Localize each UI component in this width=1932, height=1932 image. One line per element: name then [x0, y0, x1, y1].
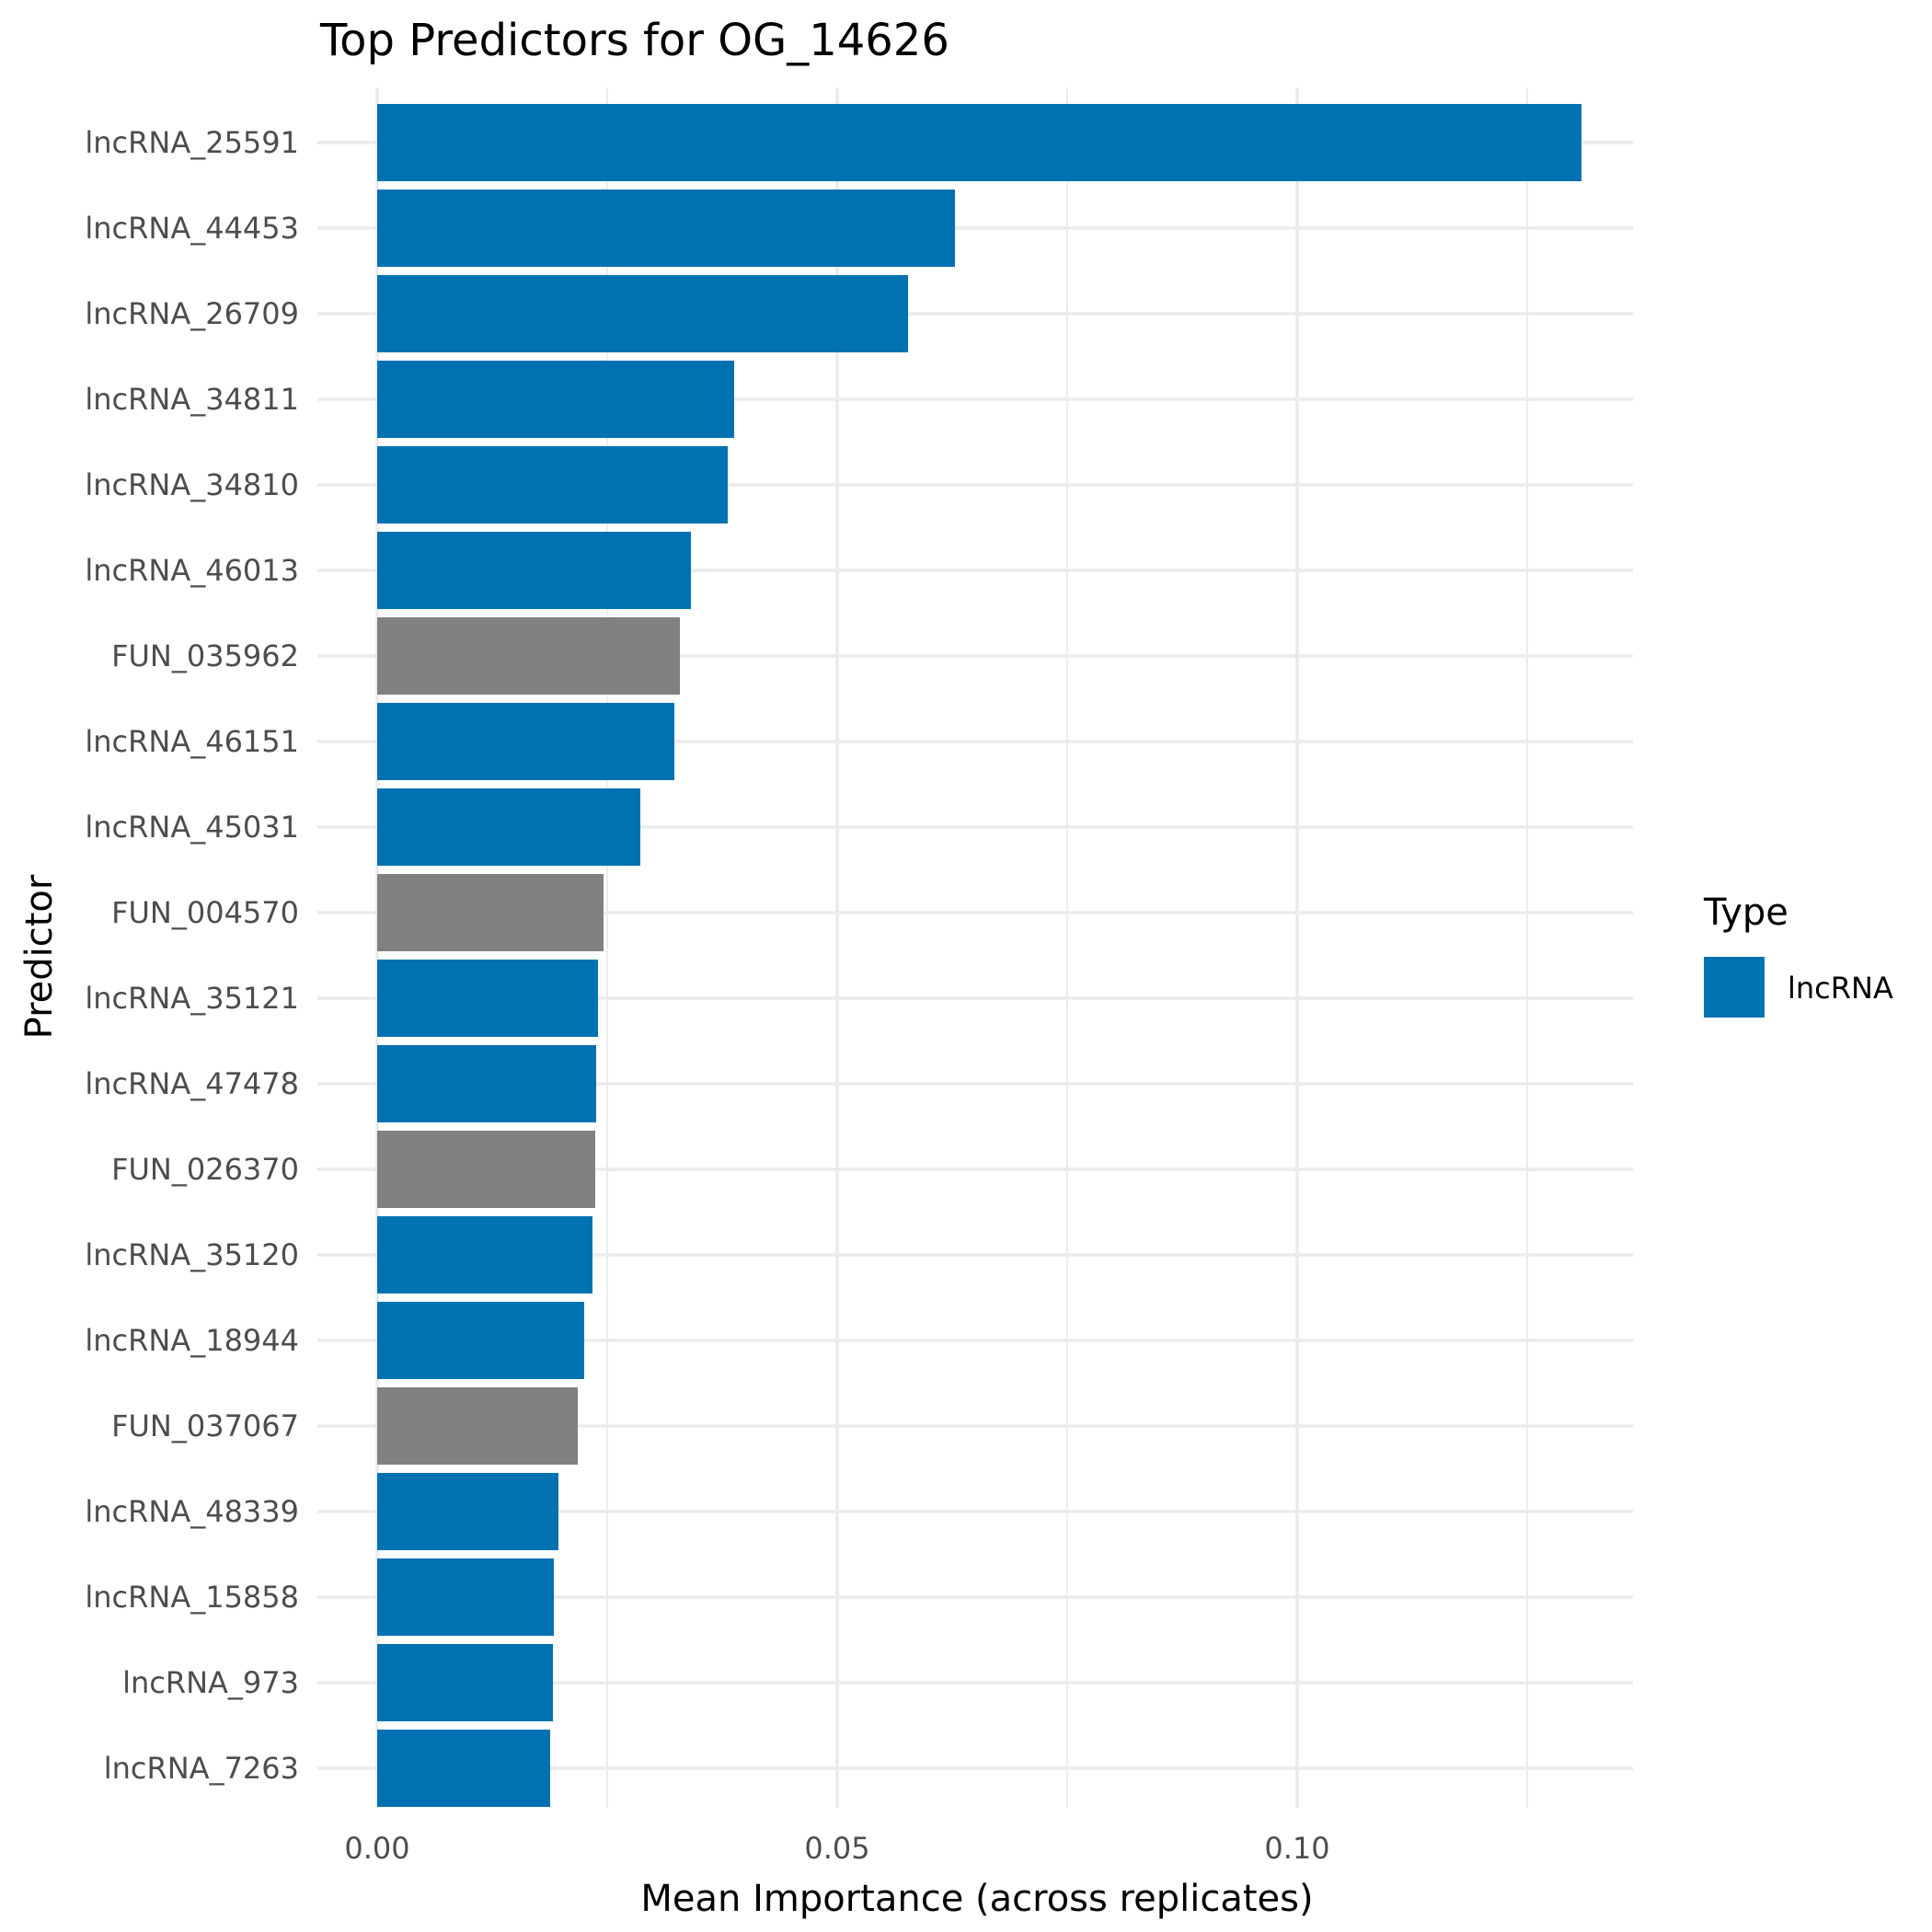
bar-lncrna-34810 — [377, 446, 728, 523]
y-tick-label: FUN_037067 — [111, 1409, 299, 1443]
bar-lncrna-35120 — [377, 1216, 592, 1294]
y-tick-label: lncRNA_18944 — [85, 1323, 299, 1358]
bar-lncrna-44453 — [377, 190, 955, 267]
legend-swatch-lncrna — [1704, 957, 1765, 1018]
bar-lncrna-973 — [377, 1644, 553, 1721]
bars — [377, 104, 1581, 1807]
bar-lncrna-26709 — [377, 275, 908, 352]
x-tick-label: 0.00 — [344, 1831, 409, 1866]
bar-lncrna-34811 — [377, 361, 734, 438]
legend: Type lncRNA — [1703, 891, 1893, 1018]
y-tick-label: lncRNA_47478 — [85, 1066, 299, 1101]
chart-title: Top Predictors for OG_14626 — [319, 15, 949, 66]
y-tick-label: lncRNA_35121 — [85, 981, 299, 1016]
y-tick-label: lncRNA_34810 — [85, 467, 299, 502]
y-tick-label: lncRNA_26709 — [85, 296, 299, 331]
y-tick-label: lncRNA_46013 — [85, 553, 299, 588]
bar-lncrna-48339 — [377, 1473, 558, 1550]
bar-lncrna-15858 — [377, 1558, 554, 1636]
bar-lncrna-47478 — [377, 1045, 596, 1122]
y-tick-label: lncRNA_7263 — [104, 1751, 299, 1786]
y-tick-label: lncRNA_25591 — [85, 125, 299, 160]
bar-fun-035962 — [377, 617, 680, 695]
legend-title: Type — [1703, 891, 1788, 934]
y-tick-label: lncRNA_45031 — [85, 810, 299, 845]
y-tick-label: lncRNA_34811 — [85, 382, 299, 417]
y-tick-label: FUN_004570 — [111, 895, 299, 930]
bar-lncrna-46151 — [377, 703, 674, 780]
bar-lncrna-7263 — [377, 1730, 550, 1807]
bar-lncrna-25591 — [377, 104, 1581, 181]
y-tick-label: FUN_026370 — [111, 1152, 299, 1187]
x-tick-label: 0.05 — [804, 1831, 869, 1866]
y-tick-label: lncRNA_35120 — [85, 1237, 299, 1272]
x-axis-title: Mean Importance (across replicates) — [640, 1878, 1313, 1920]
y-tick-label: lncRNA_973 — [122, 1665, 299, 1700]
bar-lncrna-35121 — [377, 960, 598, 1037]
x-tick-labels: 0.00 0.05 0.10 — [344, 1831, 1329, 1866]
y-tick-label: lncRNA_44453 — [85, 211, 299, 246]
y-tick-label: lncRNA_15858 — [85, 1580, 299, 1615]
bar-fun-026370 — [377, 1131, 595, 1208]
bar-fun-004570 — [377, 874, 604, 951]
bar-fun-037067 — [377, 1387, 578, 1465]
bar-lncrna-18944 — [377, 1302, 584, 1379]
bar-lncrna-46013 — [377, 532, 691, 609]
x-tick-label: 0.10 — [1264, 1831, 1329, 1866]
y-tick-label: lncRNA_48339 — [85, 1494, 299, 1529]
y-tick-labels: lncRNA_25591 lncRNA_44453 lncRNA_26709 lncR… — [85, 125, 299, 1786]
bar-lncrna-45031 — [377, 788, 640, 866]
y-tick-label: FUN_035962 — [111, 638, 299, 673]
y-tick-label: lncRNA_46151 — [85, 724, 299, 759]
legend-label-lncrna: lncRNA — [1788, 971, 1893, 1006]
y-axis-title: Predictor — [18, 874, 61, 1039]
